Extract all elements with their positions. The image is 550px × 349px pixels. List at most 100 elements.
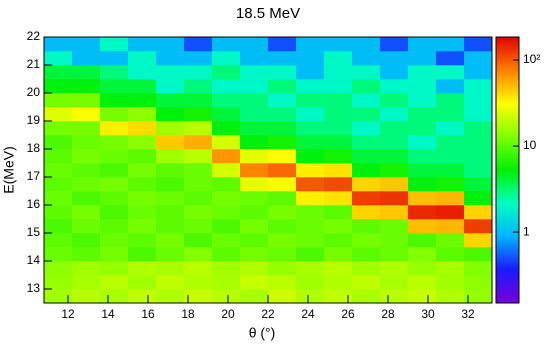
- heat-cell: [156, 93, 185, 108]
- heat-cell: [128, 149, 157, 164]
- heat-cell: [436, 205, 465, 220]
- heat-cell: [436, 79, 465, 94]
- heat-cell: [156, 261, 185, 276]
- y-tick-label: 13: [27, 281, 41, 295]
- heat-cell: [352, 205, 381, 220]
- heat-cell: [464, 107, 493, 122]
- heat-cell: [380, 261, 409, 276]
- heat-cell: [464, 163, 493, 178]
- heat-cell: [128, 51, 157, 66]
- y-tick-label: 16: [27, 197, 41, 211]
- heat-cell: [100, 93, 129, 108]
- heat-cell: [296, 135, 325, 150]
- heat-cell: [380, 37, 409, 52]
- heat-cell: [72, 163, 101, 178]
- heat-cell: [352, 219, 381, 234]
- chart-title: 18.5 MeV: [236, 5, 300, 22]
- heat-cell: [436, 275, 465, 290]
- heat-cell: [100, 247, 129, 262]
- heat-cell: [380, 121, 409, 136]
- heat-cell: [128, 163, 157, 178]
- heat-cell: [72, 289, 101, 304]
- heat-cell: [72, 275, 101, 290]
- heat-cell: [464, 233, 493, 248]
- heat-cell: [128, 289, 157, 304]
- heat-cell: [240, 79, 269, 94]
- heat-cell: [128, 261, 157, 276]
- heat-cell: [212, 219, 241, 234]
- heat-cell: [240, 275, 269, 290]
- heat-cell: [296, 79, 325, 94]
- heat-cell: [72, 233, 101, 248]
- heat-cell: [72, 37, 101, 52]
- heat-cell: [72, 79, 101, 94]
- heat-cell: [464, 93, 493, 108]
- x-tick-label: 22: [261, 307, 275, 321]
- heat-cell: [184, 37, 213, 52]
- heat-cell: [156, 219, 185, 234]
- color-bar-tick-label: 10: [523, 138, 537, 152]
- heat-cell: [240, 121, 269, 136]
- heat-cell: [100, 37, 129, 52]
- heat-cell: [408, 275, 437, 290]
- heat-cell: [464, 289, 493, 304]
- heat-cell: [156, 79, 185, 94]
- heat-cell: [408, 205, 437, 220]
- heat-cell: [184, 233, 213, 248]
- x-tick-label: 28: [381, 307, 395, 321]
- heat-cell: [324, 149, 353, 164]
- heat-cell: [212, 261, 241, 276]
- heat-cell: [44, 65, 73, 80]
- heat-cell: [240, 247, 269, 262]
- heat-cell: [408, 65, 437, 80]
- heat-cell: [72, 135, 101, 150]
- heat-cell: [184, 121, 213, 136]
- x-tick-label: 12: [61, 307, 75, 321]
- heat-cell: [44, 93, 73, 108]
- heat-cell: [352, 233, 381, 248]
- heat-cell: [408, 93, 437, 108]
- heat-cell: [324, 275, 353, 290]
- heat-cell: [352, 37, 381, 52]
- heat-cell: [128, 219, 157, 234]
- heat-cell: [352, 247, 381, 262]
- heat-cell: [408, 79, 437, 94]
- heat-cell: [72, 149, 101, 164]
- heat-cell: [156, 135, 185, 150]
- heat-cell: [44, 135, 73, 150]
- heat-cell: [324, 177, 353, 192]
- x-tick-label: 14: [101, 307, 115, 321]
- heat-cell: [156, 121, 185, 136]
- color-bar-tick-label: 1: [523, 224, 530, 238]
- heat-cell: [464, 191, 493, 206]
- heat-cell: [296, 65, 325, 80]
- x-tick-label: 20: [221, 307, 235, 321]
- heat-cell: [296, 177, 325, 192]
- heat-cell: [268, 205, 297, 220]
- heat-cell: [100, 205, 129, 220]
- heat-cell: [268, 107, 297, 122]
- heat-cell: [436, 247, 465, 262]
- heat-cell: [212, 163, 241, 178]
- heat-cell: [436, 107, 465, 122]
- heat-cell: [464, 177, 493, 192]
- heat-cell: [352, 51, 381, 66]
- heat-cell: [408, 37, 437, 52]
- heat-cell: [100, 261, 129, 276]
- heat-cell: [268, 65, 297, 80]
- heat-cell: [436, 163, 465, 178]
- heat-cell: [212, 121, 241, 136]
- y-tick-label: 17: [27, 169, 41, 183]
- heat-cell: [128, 107, 157, 122]
- heat-cell: [352, 261, 381, 276]
- heat-cell: [352, 163, 381, 178]
- heat-cell: [212, 107, 241, 122]
- heat-cell: [44, 163, 73, 178]
- heat-cell: [324, 261, 353, 276]
- heat-cell: [128, 65, 157, 80]
- heat-cell: [324, 121, 353, 136]
- heat-cell: [436, 191, 465, 206]
- heat-cell: [324, 247, 353, 262]
- heat-cell: [268, 37, 297, 52]
- y-tick-label: 22: [27, 29, 41, 43]
